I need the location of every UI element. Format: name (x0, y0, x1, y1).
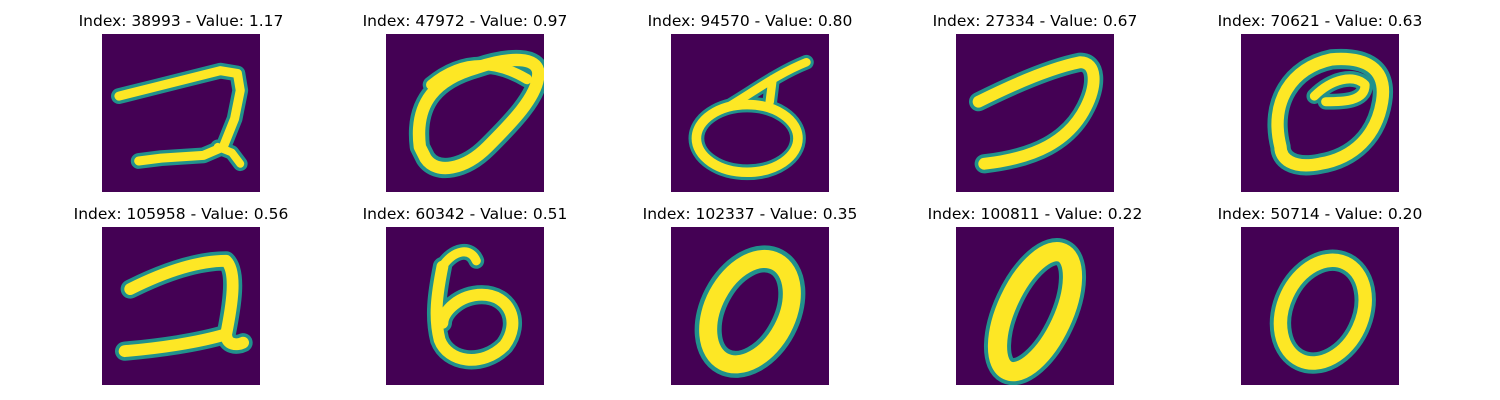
digit-image (102, 34, 260, 192)
digit-panel: Index: 105958 - Value: 0.56 (39, 205, 323, 395)
panel-title: Index: 60342 - Value: 0.51 (362, 205, 568, 223)
digit-panel: Index: 47972 - Value: 0.97 (323, 12, 607, 202)
digit-image (671, 34, 829, 192)
digit-panel: Index: 100811 - Value: 0.22 (893, 205, 1177, 395)
digit-image (386, 34, 544, 192)
digit-panel: Index: 94570 - Value: 0.80 (608, 12, 892, 202)
panel-title: Index: 100811 - Value: 0.22 (927, 205, 1143, 223)
panel-title: Index: 102337 - Value: 0.35 (642, 205, 858, 223)
digit-panel: Index: 70621 - Value: 0.63 (1178, 12, 1462, 202)
panel-title: Index: 47972 - Value: 0.97 (362, 12, 568, 30)
digit-image (1241, 34, 1399, 192)
digit-image (386, 227, 544, 385)
digit-panel: Index: 50714 - Value: 0.20 (1178, 205, 1462, 395)
digit-image (1241, 227, 1399, 385)
digit-panel: Index: 60342 - Value: 0.51 (323, 205, 607, 395)
panel-title: Index: 38993 - Value: 1.17 (78, 12, 284, 30)
digit-panel: Index: 38993 - Value: 1.17 (39, 12, 323, 202)
digit-panel: Index: 102337 - Value: 0.35 (608, 205, 892, 395)
digit-panel: Index: 27334 - Value: 0.67 (893, 12, 1177, 202)
digit-image (956, 34, 1114, 192)
panel-title: Index: 105958 - Value: 0.56 (73, 205, 289, 223)
panel-title: Index: 27334 - Value: 0.67 (932, 12, 1138, 30)
panel-title: Index: 70621 - Value: 0.63 (1217, 12, 1423, 30)
digit-image (671, 227, 829, 385)
digit-image (956, 227, 1114, 385)
panel-title: Index: 94570 - Value: 0.80 (647, 12, 853, 30)
panel-title: Index: 50714 - Value: 0.20 (1217, 205, 1423, 223)
digit-image (102, 227, 260, 385)
